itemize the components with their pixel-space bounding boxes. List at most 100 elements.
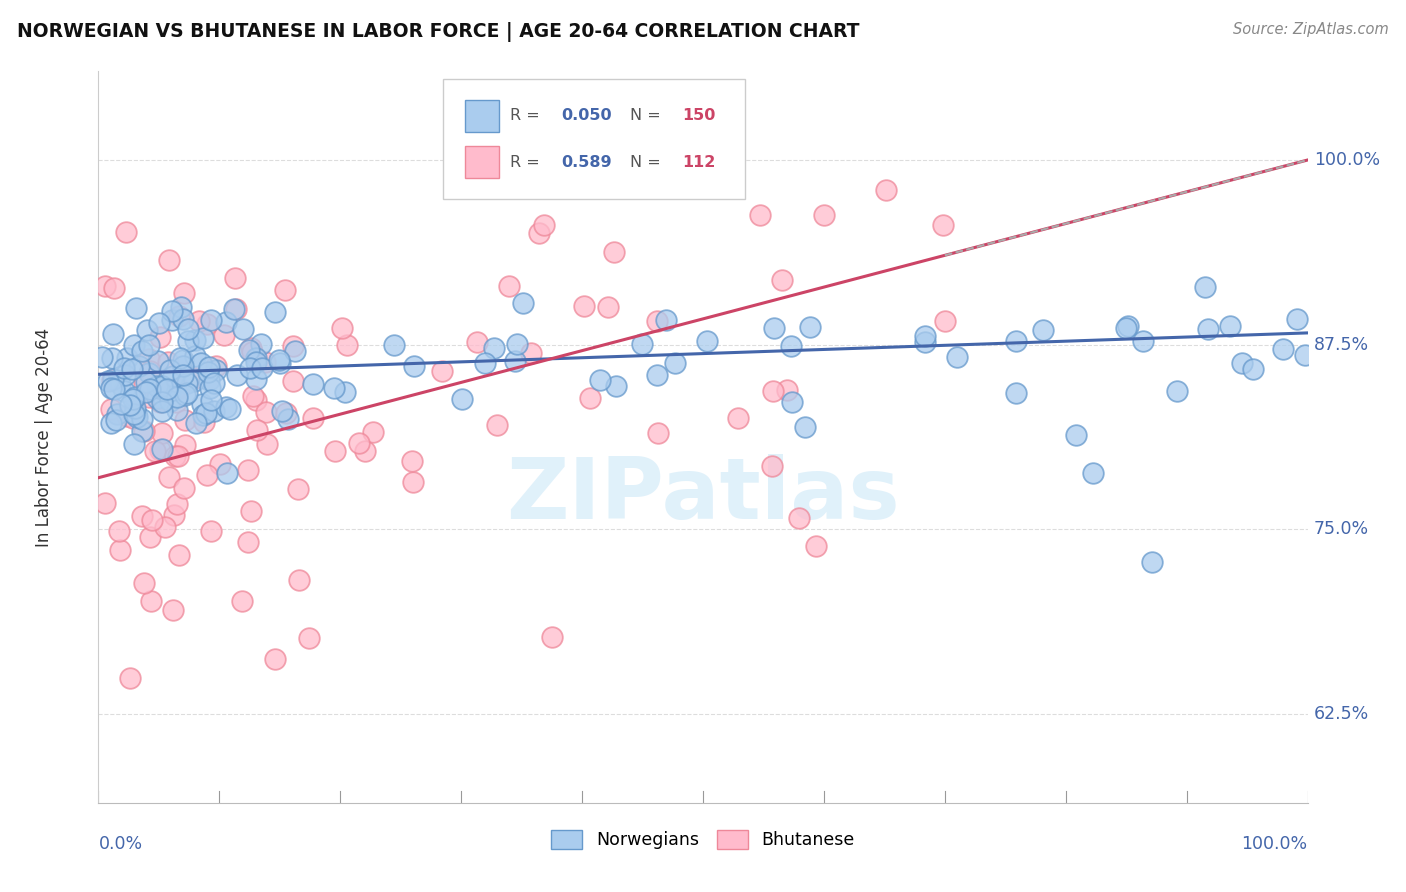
Point <box>240 504 263 518</box>
Point <box>146 391 169 405</box>
Point <box>1081 466 1104 480</box>
Point <box>131 343 153 358</box>
Text: 0.0%: 0.0% <box>98 835 142 854</box>
Point <box>787 511 810 525</box>
Point <box>215 400 238 414</box>
Point <box>152 390 174 404</box>
Point <box>347 436 370 450</box>
Point <box>250 361 273 376</box>
Point <box>226 368 249 383</box>
Point <box>284 344 307 359</box>
Point <box>186 416 208 430</box>
Point <box>157 253 180 268</box>
Point <box>166 390 188 404</box>
Text: 75.0%: 75.0% <box>1313 520 1369 539</box>
Point <box>173 413 195 427</box>
Point <box>124 390 146 404</box>
Point <box>533 219 555 233</box>
Point <box>149 395 172 409</box>
Point <box>141 594 163 608</box>
Point <box>124 401 146 415</box>
Point <box>215 467 238 481</box>
Point <box>118 671 141 685</box>
Text: N =: N = <box>630 155 666 169</box>
Point <box>605 378 627 392</box>
Point <box>173 285 195 300</box>
Point <box>131 424 153 438</box>
Point <box>202 376 225 390</box>
Point <box>799 320 821 334</box>
Point <box>579 391 602 405</box>
Point <box>451 392 474 407</box>
Point <box>183 371 205 385</box>
Point <box>727 411 749 425</box>
Point <box>770 272 793 286</box>
Point <box>198 373 221 387</box>
Point <box>288 574 311 588</box>
Point <box>141 513 163 527</box>
Point <box>148 381 170 395</box>
Point <box>298 631 321 645</box>
Point <box>101 327 124 342</box>
Point <box>184 334 207 348</box>
Point <box>162 369 184 384</box>
Point <box>160 313 183 327</box>
Point <box>1116 318 1139 333</box>
Point <box>101 351 124 365</box>
Point <box>332 321 354 335</box>
Point <box>506 336 529 351</box>
Point <box>131 412 153 426</box>
Point <box>166 403 188 417</box>
Point <box>932 219 955 233</box>
Point <box>191 331 214 345</box>
Point <box>122 411 145 425</box>
Point <box>914 329 936 343</box>
Point <box>1032 323 1054 337</box>
Point <box>197 317 219 331</box>
Point <box>654 313 676 327</box>
Point <box>135 375 157 389</box>
Point <box>125 407 148 421</box>
Point <box>239 361 262 376</box>
Point <box>173 481 195 495</box>
Point <box>149 330 172 344</box>
Point <box>143 444 166 458</box>
Text: 100.0%: 100.0% <box>1241 835 1308 854</box>
Point <box>172 368 194 382</box>
Point <box>401 454 423 468</box>
Point <box>484 341 506 355</box>
Point <box>138 364 160 378</box>
Point <box>232 322 254 336</box>
Point <box>240 345 263 359</box>
Point <box>172 359 194 373</box>
Point <box>110 397 132 411</box>
Point <box>152 392 174 406</box>
Legend: Norwegians, Bhutanese: Norwegians, Bhutanese <box>544 823 862 856</box>
Point <box>138 367 160 381</box>
Point <box>1241 361 1264 376</box>
Point <box>361 425 384 440</box>
FancyBboxPatch shape <box>443 78 745 200</box>
Point <box>322 381 344 395</box>
Point <box>301 411 323 425</box>
Point <box>256 437 278 451</box>
Point <box>430 364 453 378</box>
Point <box>193 415 215 429</box>
Point <box>762 384 785 398</box>
Point <box>222 302 245 317</box>
Point <box>114 225 136 239</box>
Point <box>205 359 228 374</box>
Point <box>112 361 135 376</box>
Point <box>125 409 148 424</box>
Point <box>254 405 277 419</box>
Text: ZIPatlas: ZIPatlas <box>506 454 900 537</box>
Point <box>498 278 520 293</box>
Point <box>121 362 143 376</box>
Point <box>105 407 128 421</box>
Point <box>183 374 205 388</box>
Point <box>1005 385 1028 400</box>
Point <box>333 384 356 399</box>
Point <box>271 404 294 418</box>
Point <box>336 337 359 351</box>
Point <box>190 356 212 370</box>
